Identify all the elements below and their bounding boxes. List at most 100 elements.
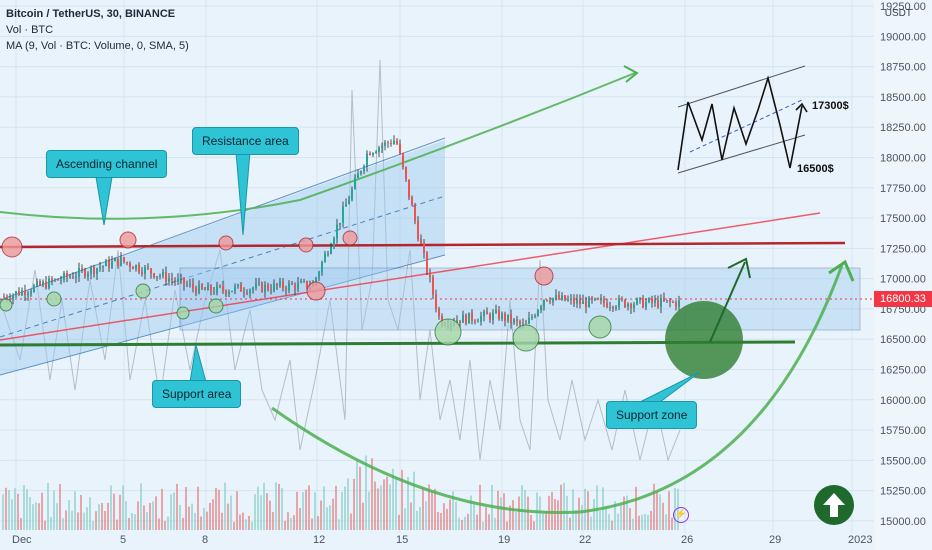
volume-bar [89, 497, 91, 530]
candle-body [495, 310, 497, 313]
candle-body [90, 266, 92, 274]
candle-body [246, 292, 248, 294]
volume-bar [611, 520, 613, 530]
volume-bar [500, 497, 502, 530]
support-touch-circle [208, 298, 224, 314]
volume-bar [557, 500, 559, 530]
volume-bar [407, 477, 409, 530]
volume-bar [494, 517, 496, 530]
candle-body [99, 267, 101, 269]
candle-body [3, 296, 5, 298]
volume-bar [632, 518, 634, 530]
candle-body [129, 263, 131, 268]
volume-bar [650, 510, 652, 530]
volume-bar [92, 520, 94, 530]
volume-bar [629, 508, 631, 530]
current-price-tag: 16800.33 [874, 291, 932, 307]
volume-bar [71, 510, 73, 530]
channel-upper-line [0, 137, 446, 301]
volume-bar [419, 507, 421, 530]
volume-bar [74, 491, 76, 530]
candle-body [141, 271, 143, 274]
volume-bar [257, 486, 259, 530]
y-axis[interactable]: 19250.00 19000.00 18750.00 18500.00 18250.00… [874, 0, 932, 550]
volume-bar [377, 488, 379, 530]
volume-bar [164, 520, 166, 530]
candle-body [18, 291, 20, 295]
candle-body [189, 283, 191, 285]
candle-body [171, 278, 173, 281]
y-tick-label: 18250.00 [880, 122, 926, 134]
lightning-icon[interactable]: ⚡ [673, 507, 689, 523]
candle-body [348, 199, 350, 204]
candle-body [195, 288, 197, 294]
volume-bar [413, 471, 415, 530]
candle-body [27, 293, 29, 296]
volume-bar [38, 503, 40, 530]
volume-bar [452, 491, 454, 530]
candle-body [339, 222, 341, 225]
candle-body [558, 295, 560, 300]
resistance-touch-circle [342, 230, 358, 246]
x-tick-label: 19 [498, 534, 510, 546]
up-arrow-button[interactable] [814, 485, 854, 525]
candle-body [528, 317, 530, 324]
candle-body [288, 283, 290, 291]
support-touch-circle [512, 324, 540, 352]
volume-bar [620, 505, 622, 530]
volume-bar [416, 510, 418, 530]
candle-body [174, 280, 176, 282]
candle-body [180, 277, 182, 279]
x-tick-label: Dec [12, 534, 32, 546]
volume-bar [311, 518, 313, 530]
arrow-up-icon [823, 493, 845, 517]
candle-body [198, 284, 200, 294]
candle-body [93, 266, 95, 274]
candle-body [624, 299, 626, 307]
volume-bar [527, 496, 529, 530]
candle-body [144, 267, 146, 274]
ascending-channel-area [0, 140, 445, 375]
candle-body [30, 291, 32, 294]
candle-body [297, 282, 299, 290]
volume-bar [389, 484, 391, 530]
volume-bar [398, 514, 400, 530]
candle-body [501, 313, 503, 319]
volume-bar [302, 492, 304, 530]
volume-bar [653, 483, 655, 530]
candle-body [657, 299, 659, 308]
resistance-touch-circle [119, 231, 137, 249]
volume-bar [53, 490, 55, 530]
x-tick-label: 22 [579, 534, 591, 546]
candle-body [618, 298, 620, 307]
candle-body [243, 291, 245, 293]
candle-body [471, 312, 473, 321]
candle-body [522, 323, 524, 325]
volume-bar [134, 514, 136, 530]
candle-body [237, 284, 239, 287]
candle-body [123, 257, 125, 262]
volume-bar [605, 506, 607, 530]
volume-bar [20, 518, 22, 530]
ma-legend: MA (9, Vol · BTC: Volume, 0, SMA, 5) [6, 40, 189, 52]
candle-body [510, 314, 512, 323]
volume-bar [323, 486, 325, 530]
candle-body [603, 299, 605, 304]
x-axis[interactable]: Dec 5 8 12 15 19 22 26 29 2023 [12, 534, 872, 546]
candle-body [600, 299, 602, 301]
candle-body [378, 147, 380, 153]
volume-bar [356, 461, 358, 530]
volume-bar [35, 502, 37, 530]
candle-body [375, 152, 377, 154]
candle-body [672, 301, 674, 303]
volume-legend: Vol · BTC [6, 24, 54, 36]
candle-body [213, 291, 215, 293]
candle-body [48, 278, 50, 289]
volume-bar [80, 494, 82, 530]
volume-bar [545, 511, 547, 530]
volume-bar [644, 513, 646, 530]
callout-pointer [189, 344, 207, 383]
volume-bar [512, 500, 514, 530]
volume-bar [656, 492, 658, 530]
